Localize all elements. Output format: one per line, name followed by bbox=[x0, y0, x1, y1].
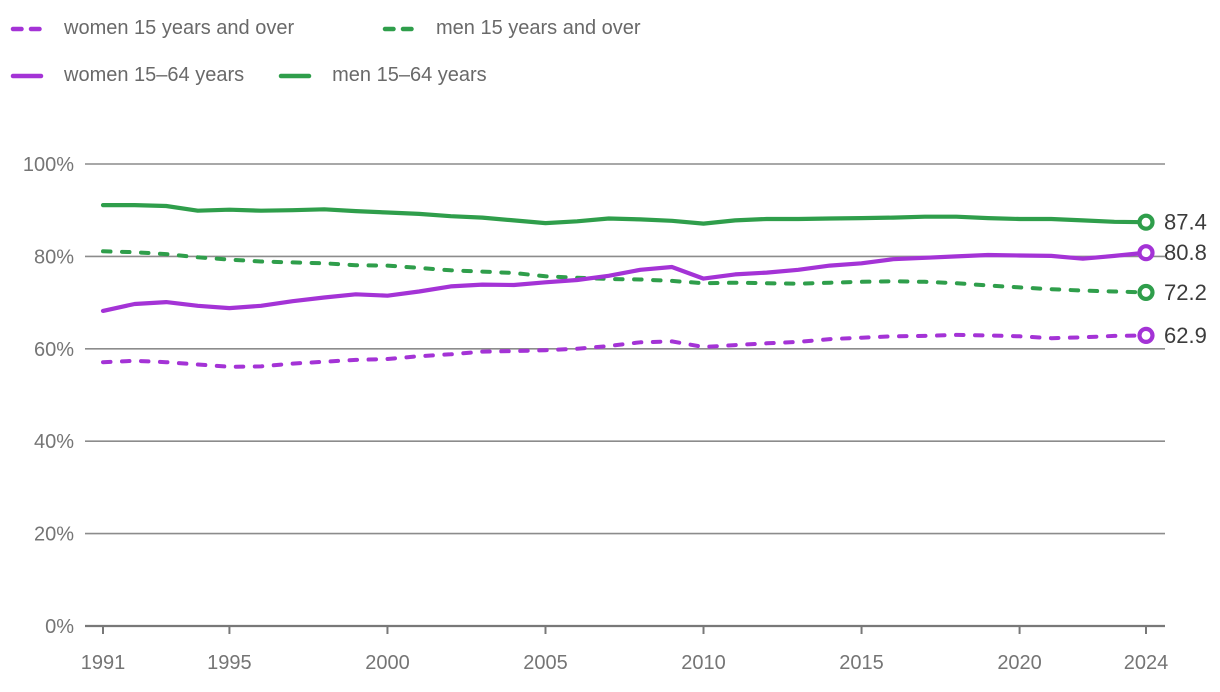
legend-solid-line-icon bbox=[10, 73, 44, 78]
end-marker-men-15-64 bbox=[1137, 213, 1155, 231]
x-tick-label-2024: 2024 bbox=[1124, 652, 1169, 674]
legend-label-men-15-64: men 15–64 years bbox=[332, 64, 487, 86]
end-marker-men-15plus bbox=[1137, 283, 1155, 302]
x-tick-label-2010: 2010 bbox=[681, 652, 726, 674]
x-tick-label-2020: 2020 bbox=[997, 652, 1042, 674]
legend-item-women-15-64: women 15–64 years bbox=[10, 64, 244, 87]
y-tick-label-40: 40% bbox=[34, 431, 74, 453]
y-tick-label-20: 20% bbox=[34, 524, 74, 546]
x-tick-label-2015: 2015 bbox=[839, 652, 884, 674]
chart-legend: women 15 years and over men 15 years and … bbox=[10, 17, 950, 87]
series-line-women-15-64 bbox=[100, 250, 1149, 313]
legend-label-women-15-64: women 15–64 years bbox=[64, 64, 245, 86]
end-value-women-15-64: 80.8 bbox=[1164, 240, 1207, 265]
x-tick-label-1991: 1991 bbox=[81, 652, 126, 674]
legend-item-men-15plus: men 15 years and over bbox=[382, 17, 686, 40]
y-tick-label-80: 80% bbox=[34, 246, 74, 268]
y-tick-label-60: 60% bbox=[34, 339, 74, 361]
y-tick-label-0: 0% bbox=[45, 616, 74, 638]
series-line-men-15plus bbox=[101, 249, 1148, 295]
legend-item-women-15plus: women 15 years and over bbox=[10, 17, 348, 40]
series-line-men-15-64 bbox=[100, 203, 1149, 226]
end-marker-women-15plus bbox=[1137, 326, 1155, 345]
end-value-men-15plus: 72.2 bbox=[1164, 280, 1207, 305]
y-tick-label-100: 100% bbox=[23, 154, 74, 176]
legend-item-men-15-64: men 15–64 years bbox=[278, 64, 487, 87]
end-value-women-15plus: 62.9 bbox=[1164, 323, 1207, 348]
legend-dashed-line-icon bbox=[382, 26, 416, 31]
series-line-women-15plus bbox=[101, 332, 1148, 369]
legend-solid-line-icon bbox=[278, 73, 312, 78]
x-tick-label-2005: 2005 bbox=[523, 652, 568, 674]
end-marker-women-15-64 bbox=[1137, 244, 1155, 262]
legend-label-men-15plus: men 15 years and over bbox=[436, 17, 641, 39]
legend-dashed-line-icon bbox=[10, 26, 44, 31]
legend-label-women-15plus: women 15 years and over bbox=[64, 17, 295, 39]
x-tick-label-2000: 2000 bbox=[365, 652, 410, 674]
x-tick-label-1995: 1995 bbox=[207, 652, 252, 674]
end-value-men-15-64: 87.4 bbox=[1164, 210, 1207, 235]
